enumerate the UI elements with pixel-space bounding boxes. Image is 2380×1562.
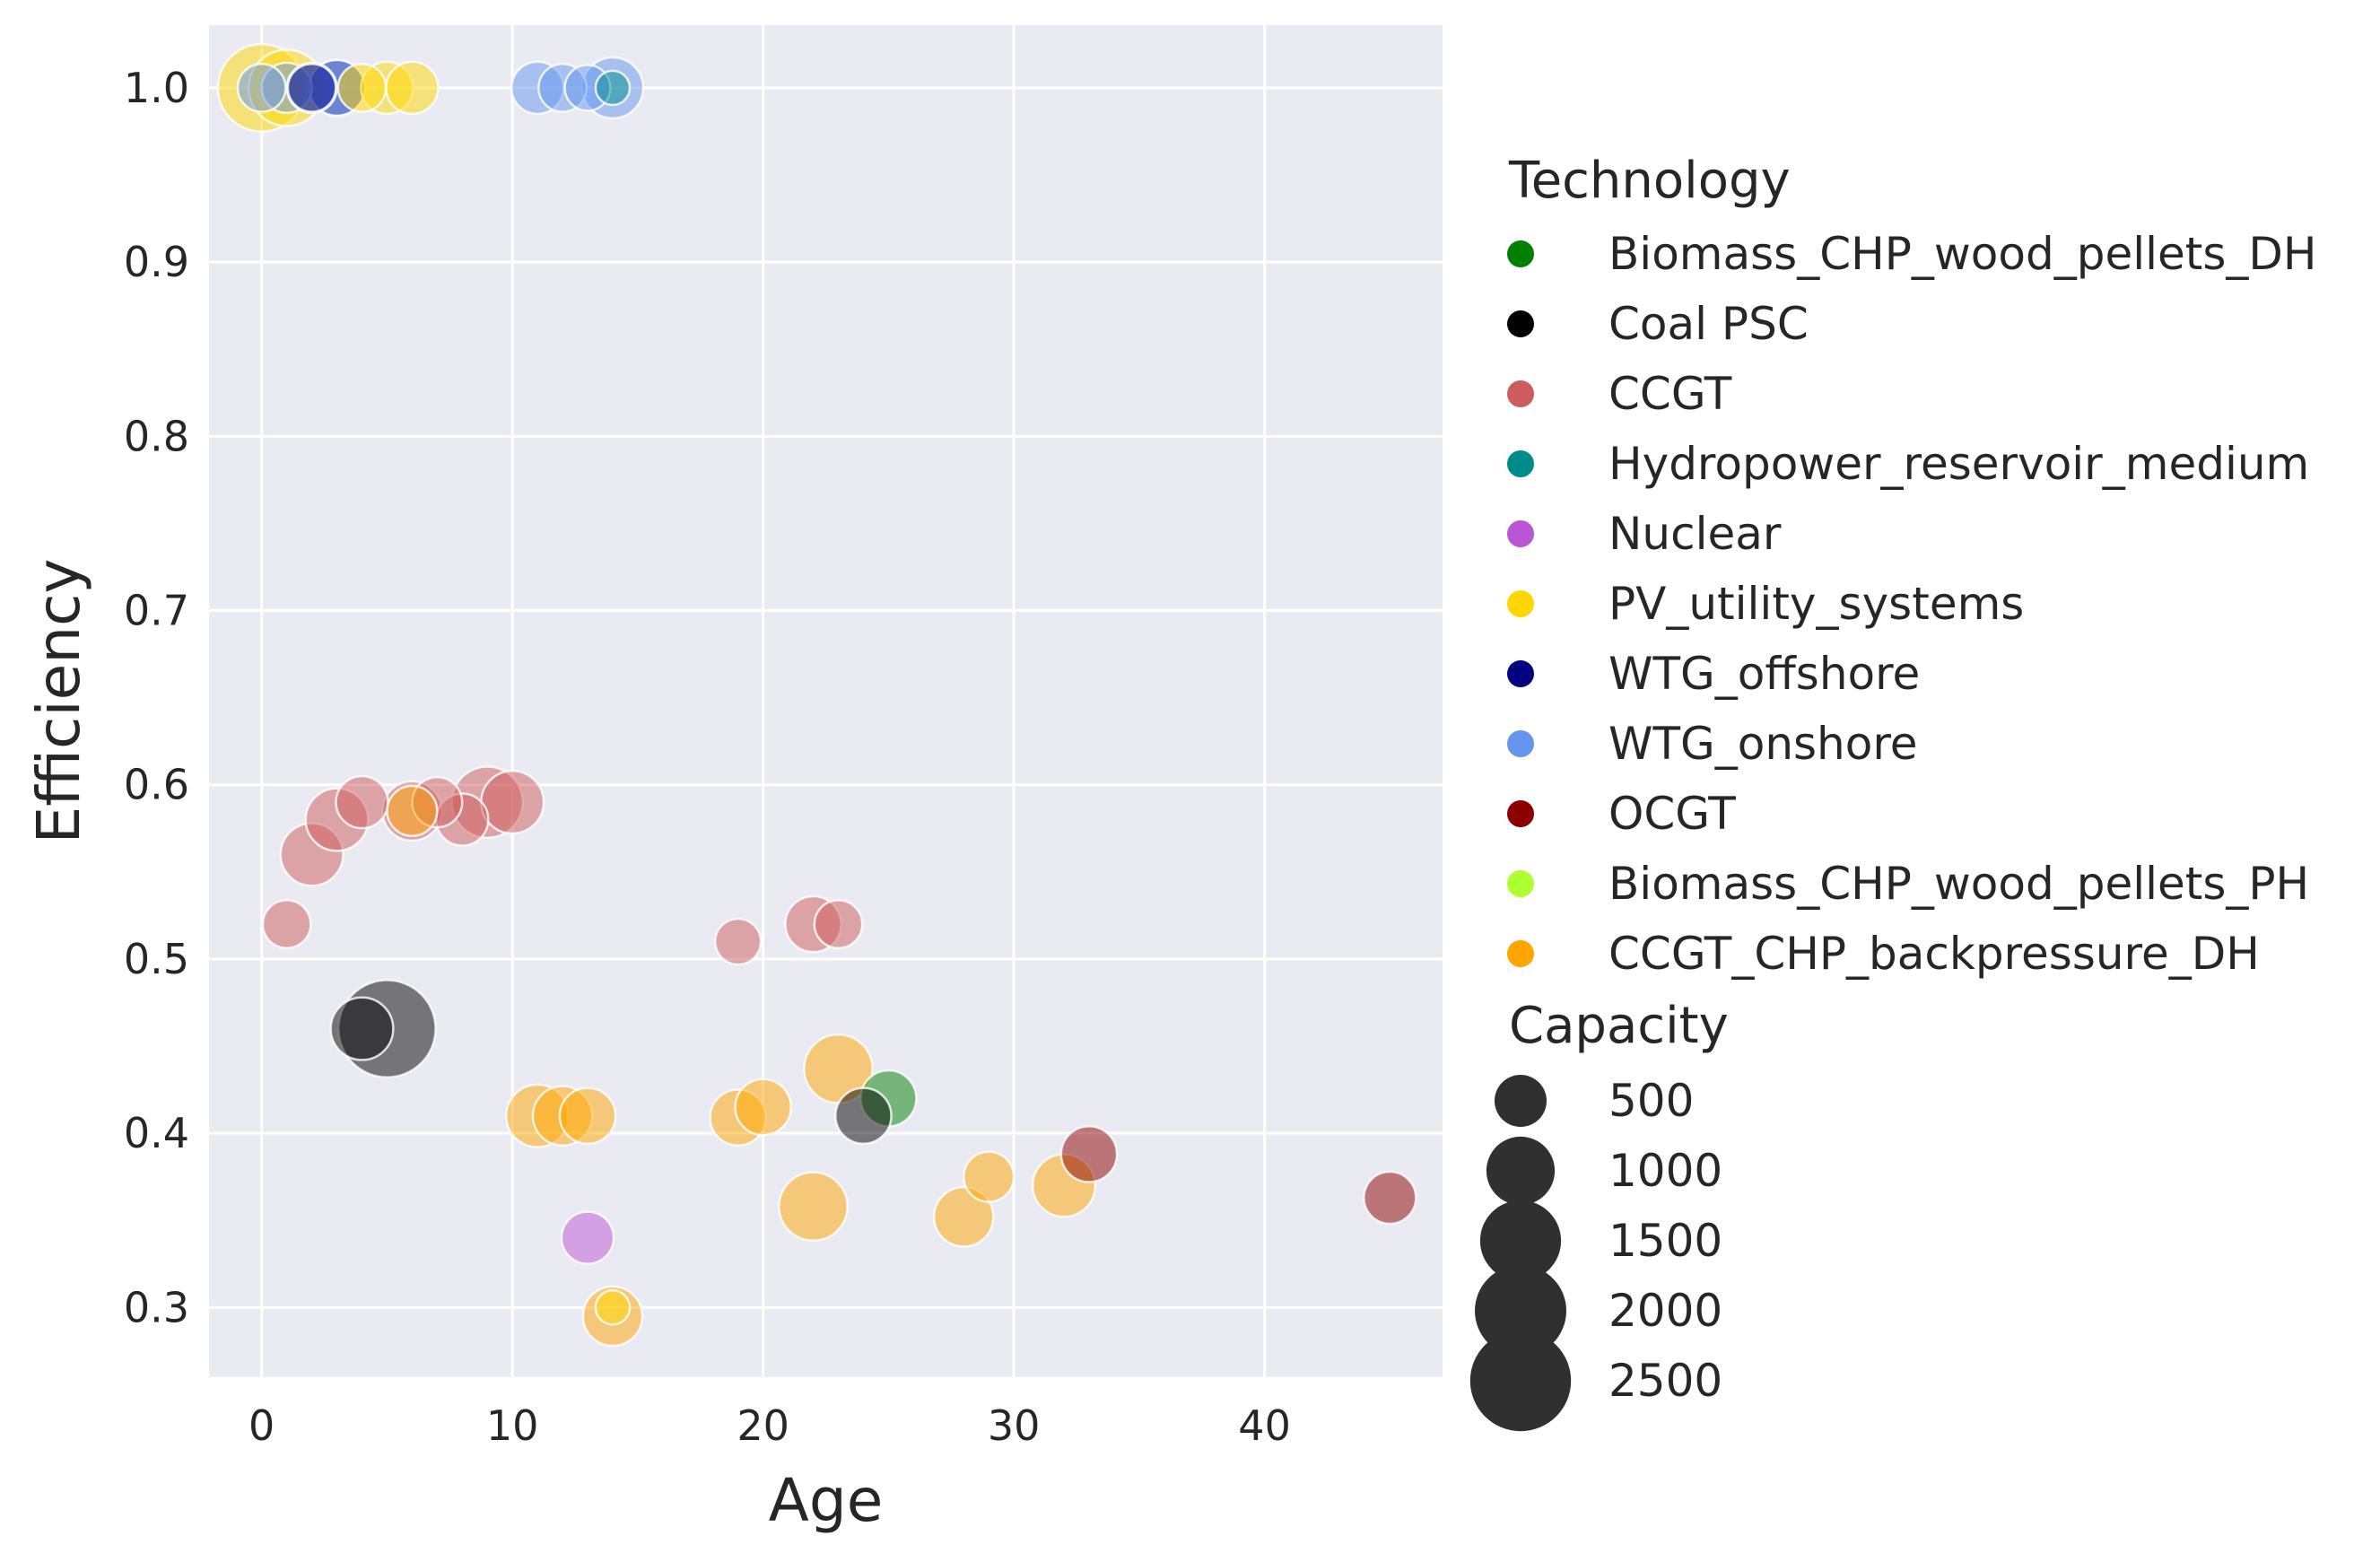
x-tick-label: 20 — [737, 1401, 789, 1450]
data-point — [1363, 1170, 1417, 1226]
legend-size-label: 2000 — [1608, 1285, 1722, 1337]
legend-size-marker — [1475, 1265, 1566, 1357]
data-point — [778, 1171, 849, 1243]
data-point — [386, 784, 439, 837]
legend-label: WTG_onshore — [1608, 718, 1918, 770]
legend-label: Nuclear — [1608, 508, 1782, 560]
data-point — [336, 62, 388, 113]
legend-technology-title: Technology — [1508, 152, 1791, 210]
x-tick-label: 40 — [1238, 1401, 1291, 1450]
data-point — [714, 917, 763, 966]
y-tick-label: 0.4 — [124, 1109, 189, 1157]
legend-size-marker — [1486, 1136, 1556, 1206]
y-tick-label: 0.3 — [124, 1283, 189, 1331]
legend-marker — [1507, 520, 1534, 547]
legend-label: WTG_offshore — [1608, 648, 1920, 700]
legend-size-label: 1000 — [1608, 1145, 1722, 1197]
legend-label: CCGT_CHP_backpressure_DH — [1608, 928, 2260, 980]
data-point — [813, 899, 864, 950]
x-tick-label: 0 — [248, 1401, 275, 1450]
legend-size-label: 2500 — [1608, 1355, 1722, 1407]
legend-marker — [1507, 660, 1534, 687]
data-point — [834, 1086, 893, 1146]
legend-marker — [1507, 380, 1534, 407]
legend-label: Hydropower_reservoir_medium — [1608, 438, 2309, 490]
y-axis-label: Efficiency — [24, 559, 93, 844]
data-point — [1059, 1125, 1119, 1183]
legend-size-label: 1500 — [1608, 1215, 1722, 1267]
y-tick-label: 1.0 — [124, 64, 189, 112]
legend-label: PV_utility_systems — [1608, 578, 2024, 630]
data-point — [329, 996, 395, 1061]
legend-marker — [1507, 730, 1534, 757]
legend-size-marker — [1495, 1075, 1547, 1127]
y-tick-label: 0.9 — [124, 238, 189, 286]
legend-capacity-title: Capacity — [1509, 997, 1729, 1055]
legend-marker — [1507, 590, 1534, 617]
legend-marker — [1507, 310, 1534, 337]
legend-label: Biomass_CHP_wood_pellets_PH — [1608, 858, 2309, 910]
legend-marker — [1507, 800, 1534, 827]
x-tick-label: 30 — [988, 1401, 1041, 1450]
legend-size-marker — [1469, 1330, 1572, 1432]
legend-marker — [1507, 940, 1534, 967]
data-point — [335, 774, 389, 830]
y-tick-label: 0.6 — [124, 761, 189, 809]
data-point — [286, 62, 337, 113]
data-point — [594, 69, 632, 107]
legend-label: OCGT — [1608, 788, 1736, 840]
data-point — [560, 1210, 615, 1265]
data-point — [236, 62, 287, 113]
data-point — [480, 770, 545, 835]
data-point — [385, 60, 440, 116]
legend-label: Biomass_CHP_wood_pellets_DH — [1608, 228, 2317, 280]
legend-marker — [1507, 450, 1534, 477]
plot-background — [209, 25, 1443, 1377]
legend-size-label: 500 — [1608, 1075, 1694, 1127]
data-point — [963, 1150, 1016, 1203]
data-points — [216, 42, 1417, 1348]
data-point — [261, 899, 312, 950]
data-point — [734, 1078, 792, 1137]
legend-label: CCGT — [1608, 368, 1732, 420]
legend-label: Coal PSC — [1608, 298, 1809, 350]
tick-labels: 0 10 20 30 40 0.3 0.4 0.5 0.6 0.7 0.8 0.9 1.0 — [124, 64, 1291, 1450]
legend-marker — [1507, 240, 1534, 267]
x-tick-label: 10 — [486, 1401, 539, 1450]
legend: Technology Capacity Biomass_CHP_wood_pel… — [1469, 152, 2317, 1432]
y-tick-label: 0.8 — [124, 412, 189, 460]
data-point — [558, 1086, 617, 1146]
legend-marker — [1507, 870, 1534, 897]
y-tick-label: 0.7 — [124, 587, 189, 635]
y-tick-label: 0.5 — [124, 935, 189, 983]
x-axis-label: Age — [769, 1466, 884, 1535]
data-point — [932, 1186, 995, 1248]
data-point — [594, 1289, 632, 1326]
legend-size-marker — [1479, 1200, 1562, 1282]
